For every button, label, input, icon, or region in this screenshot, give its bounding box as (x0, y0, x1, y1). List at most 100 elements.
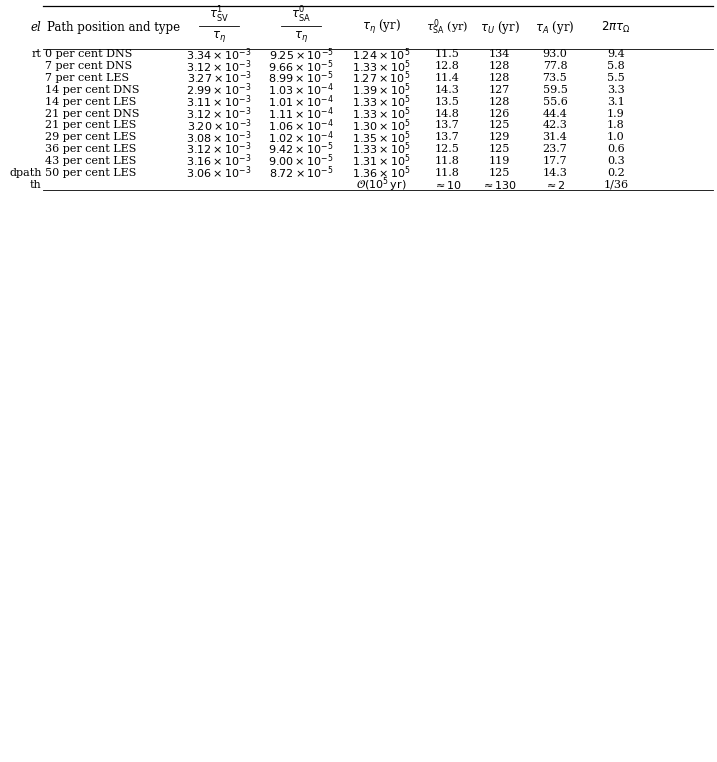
Text: 1/36: 1/36 (603, 180, 629, 190)
Text: 125: 125 (489, 144, 510, 154)
Text: $\mathcal{O}(10^5\,{\rm yr})$: $\mathcal{O}(10^5\,{\rm yr})$ (356, 175, 407, 194)
Text: th: th (30, 180, 42, 190)
Text: $3.16 \times 10^{-3}$: $3.16 \times 10^{-3}$ (186, 152, 252, 169)
Text: $2\pi\tau_\Omega$: $2\pi\tau_\Omega$ (601, 20, 631, 35)
Text: 126: 126 (489, 109, 510, 119)
Text: $8.72 \times 10^{-5}$: $8.72 \times 10^{-5}$ (269, 165, 333, 181)
Text: 119: 119 (489, 156, 510, 166)
Text: $1.02 \times 10^{-4}$: $1.02 \times 10^{-4}$ (268, 129, 334, 146)
Text: 13.7: 13.7 (435, 133, 460, 142)
Text: 29 per cent LES: 29 per cent LES (45, 133, 136, 142)
Text: $3.12 \times 10^{-3}$: $3.12 \times 10^{-3}$ (186, 141, 252, 157)
Text: $9.66 \times 10^{-5}$: $9.66 \times 10^{-5}$ (268, 58, 334, 75)
Text: 93.0: 93.0 (543, 50, 567, 59)
Text: $1.27 \times 10^5$: $1.27 \times 10^5$ (352, 70, 411, 86)
Text: $\tau_\eta$: $\tau_\eta$ (294, 29, 308, 44)
Text: 13.7: 13.7 (435, 120, 460, 130)
Text: $3.11 \times 10^{-3}$: $3.11 \times 10^{-3}$ (186, 94, 252, 110)
Text: $3.20 \times 10^{-3}$: $3.20 \times 10^{-3}$ (186, 117, 252, 133)
Text: 77.8: 77.8 (543, 61, 567, 72)
Text: $1.24 \times 10^5$: $1.24 \times 10^5$ (352, 46, 411, 62)
Text: $\tau^0_{\rm SA}$ (yr): $\tau^0_{\rm SA}$ (yr) (426, 18, 468, 37)
Text: 5.5: 5.5 (607, 73, 625, 83)
Text: $9.00 \times 10^{-5}$: $9.00 \times 10^{-5}$ (268, 152, 334, 169)
Text: 125: 125 (489, 168, 510, 178)
Text: $1.35 \times 10^5$: $1.35 \times 10^5$ (352, 129, 411, 146)
Text: $1.31 \times 10^5$: $1.31 \times 10^5$ (352, 152, 411, 169)
Text: $1.03 \times 10^{-4}$: $1.03 \times 10^{-4}$ (268, 82, 334, 98)
Text: 3.3: 3.3 (607, 85, 625, 95)
Text: 14 per cent DNS: 14 per cent DNS (45, 85, 140, 95)
Text: 14.8: 14.8 (435, 109, 460, 119)
Text: 36 per cent LES: 36 per cent LES (45, 144, 136, 154)
Text: $1.39 \times 10^5$: $1.39 \times 10^5$ (352, 82, 411, 98)
Text: 44.4: 44.4 (543, 109, 567, 119)
Text: $\approx 2$: $\approx 2$ (544, 178, 566, 190)
Text: 128: 128 (489, 61, 510, 72)
Text: 21 per cent LES: 21 per cent LES (45, 120, 136, 130)
Text: rt: rt (32, 50, 42, 59)
Text: 9.4: 9.4 (607, 50, 625, 59)
Text: $1.11 \times 10^{-4}$: $1.11 \times 10^{-4}$ (268, 105, 334, 122)
Text: 1.0: 1.0 (607, 133, 625, 142)
Text: 55.6: 55.6 (543, 97, 567, 107)
Text: 14 per cent LES: 14 per cent LES (45, 97, 136, 107)
Text: 13.5: 13.5 (435, 97, 460, 107)
Text: $\approx 130$: $\approx 130$ (481, 178, 518, 190)
Text: $\tau_U$ (yr): $\tau_U$ (yr) (480, 19, 519, 36)
Text: 5.8: 5.8 (607, 61, 625, 72)
Text: 1.8: 1.8 (607, 120, 625, 130)
Text: $\approx 10$: $\approx 10$ (432, 178, 462, 190)
Text: $\tau_\eta$: $\tau_\eta$ (212, 29, 226, 44)
Text: $3.08 \times 10^{-3}$: $3.08 \times 10^{-3}$ (186, 129, 252, 146)
Text: 125: 125 (489, 120, 510, 130)
Text: 127: 127 (489, 85, 510, 95)
Text: $1.01 \times 10^{-4}$: $1.01 \times 10^{-4}$ (268, 94, 334, 110)
Text: $3.06 \times 10^{-3}$: $3.06 \times 10^{-3}$ (186, 165, 252, 181)
Text: $3.12 \times 10^{-3}$: $3.12 \times 10^{-3}$ (186, 105, 252, 122)
Text: 7 per cent LES: 7 per cent LES (45, 73, 129, 83)
Text: $\tau_A$ (yr): $\tau_A$ (yr) (536, 19, 574, 36)
Text: $\tau^0_{\rm SA}$: $\tau^0_{\rm SA}$ (291, 5, 311, 25)
Text: 50 per cent LES: 50 per cent LES (45, 168, 136, 178)
Text: $1.33 \times 10^5$: $1.33 \times 10^5$ (352, 141, 411, 157)
Text: 17.7: 17.7 (543, 156, 567, 166)
Text: 31.4: 31.4 (543, 133, 567, 142)
Text: $\tau_\eta$ (yr): $\tau_\eta$ (yr) (362, 18, 401, 37)
Text: 129: 129 (489, 133, 510, 142)
Text: 11.8: 11.8 (435, 156, 460, 166)
Text: 12.5: 12.5 (435, 144, 460, 154)
Text: $3.34 \times 10^{-3}$: $3.34 \times 10^{-3}$ (186, 46, 252, 62)
Text: $3.12 \times 10^{-3}$: $3.12 \times 10^{-3}$ (186, 58, 252, 75)
Text: 14.3: 14.3 (435, 85, 460, 95)
Text: $1.33 \times 10^5$: $1.33 \times 10^5$ (352, 58, 411, 75)
Text: $1.33 \times 10^5$: $1.33 \times 10^5$ (352, 94, 411, 110)
Text: $1.06 \times 10^{-4}$: $1.06 \times 10^{-4}$ (268, 117, 334, 133)
Text: 43 per cent LES: 43 per cent LES (45, 156, 136, 166)
Text: $1.30 \times 10^5$: $1.30 \times 10^5$ (352, 117, 411, 133)
Text: 23.7: 23.7 (543, 144, 567, 154)
Text: $2.99 \times 10^{-3}$: $2.99 \times 10^{-3}$ (186, 82, 252, 98)
Text: 73.5: 73.5 (543, 73, 567, 83)
Text: 12.8: 12.8 (435, 61, 460, 72)
Text: $1.36 \times 10^5$: $1.36 \times 10^5$ (352, 165, 411, 181)
Text: $1.33 \times 10^5$: $1.33 \times 10^5$ (352, 105, 411, 122)
Text: 0 per cent DNS: 0 per cent DNS (45, 50, 133, 59)
Text: 14.3: 14.3 (543, 168, 567, 178)
Text: 11.5: 11.5 (435, 50, 460, 59)
Text: 0.6: 0.6 (607, 144, 625, 154)
Text: 0.2: 0.2 (607, 168, 625, 178)
Text: 134: 134 (489, 50, 510, 59)
Text: Path position and type: Path position and type (47, 21, 180, 34)
Text: 0.3: 0.3 (607, 156, 625, 166)
Text: $9.42 \times 10^{-5}$: $9.42 \times 10^{-5}$ (268, 141, 334, 157)
Text: 21 per cent DNS: 21 per cent DNS (45, 109, 140, 119)
Text: $9.25 \times 10^{-5}$: $9.25 \times 10^{-5}$ (269, 46, 333, 62)
Text: dpath: dpath (9, 168, 42, 178)
Text: 7 per cent DNS: 7 per cent DNS (45, 61, 133, 72)
Text: 42.3: 42.3 (543, 120, 567, 130)
Text: 128: 128 (489, 73, 510, 83)
Text: $8.99 \times 10^{-5}$: $8.99 \times 10^{-5}$ (268, 70, 334, 86)
Text: 3.1: 3.1 (607, 97, 625, 107)
Text: 59.5: 59.5 (543, 85, 567, 95)
